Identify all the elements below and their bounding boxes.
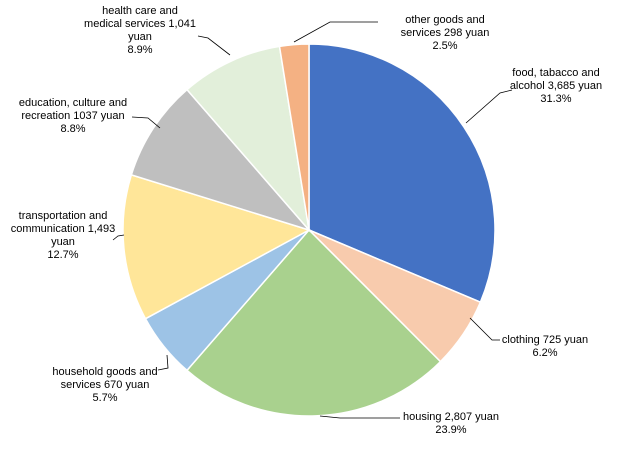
pie-slice-transportation bbox=[122, 173, 311, 320]
slice-label-clothing: clothing 725 yuan 6.2% bbox=[502, 334, 588, 359]
slice-label-housing: housing 2,807 yuan 23.9% bbox=[403, 411, 499, 436]
slice-label-transportation: transportation and communication 1,493 yua… bbox=[11, 210, 116, 261]
pie-slice-health bbox=[185, 45, 311, 233]
slice-label-other: other goods and services 298 yuan 2.5% bbox=[401, 14, 490, 52]
leader-line-clothing bbox=[469, 317, 500, 341]
slice-label-line: health care and bbox=[102, 5, 178, 17]
slice-label-line: services 670 yuan bbox=[61, 379, 150, 391]
leader-line-other bbox=[293, 21, 378, 43]
pie-slice-education bbox=[130, 88, 312, 232]
slice-label-line: 12.7% bbox=[47, 249, 78, 261]
pie-slice-food bbox=[308, 43, 496, 304]
slice-label-line: yuan bbox=[51, 236, 75, 248]
slice-label-line: housing 2,807 yuan bbox=[403, 411, 499, 423]
pie-slices bbox=[122, 43, 496, 417]
slice-label-education: education, culture and recreation 1037 yu… bbox=[19, 97, 127, 135]
leader-line-food bbox=[465, 89, 513, 124]
slice-label-household: household goods and services 670 yuan 5.7% bbox=[52, 366, 157, 404]
leader-line-housing bbox=[319, 415, 400, 419]
slice-label-line: alcohol 3,685 yuan bbox=[510, 80, 602, 92]
leader-lines bbox=[112, 21, 513, 419]
slice-label-line: transportation and bbox=[19, 210, 108, 222]
leader-line-transportation bbox=[112, 234, 125, 241]
slice-label-line: clothing 725 yuan bbox=[502, 334, 588, 346]
leader-line-education bbox=[131, 116, 161, 129]
slice-label-line: other goods and bbox=[405, 14, 485, 26]
slice-labels: food, tabacco and alcohol 3,685 yuan 31.3%… bbox=[11, 5, 602, 436]
slice-label-food: food, tabacco and alcohol 3,685 yuan 31.3% bbox=[510, 67, 602, 105]
slice-label-line: 5.7% bbox=[92, 392, 117, 404]
slice-label-line: food, tabacco and bbox=[512, 67, 599, 79]
slice-label-line: 8.9% bbox=[127, 44, 152, 56]
slice-label-line: 8.8% bbox=[60, 123, 85, 135]
pie-slice-other bbox=[278, 43, 310, 231]
slice-label-line: services 298 yuan bbox=[401, 27, 490, 39]
slice-label-line: household goods and bbox=[52, 366, 157, 378]
slice-label-line: education, culture and bbox=[19, 97, 127, 109]
slice-label-line: 23.9% bbox=[435, 424, 466, 436]
slice-label-line: 6.2% bbox=[532, 347, 557, 359]
slice-label-line: 31.3% bbox=[540, 93, 571, 105]
slice-label-line: recreation 1037 yuan bbox=[21, 110, 124, 122]
leader-line-household bbox=[157, 354, 169, 371]
slice-label-line: medical services 1,041 bbox=[84, 18, 196, 30]
slice-label-line: communication 1,493 bbox=[11, 223, 116, 235]
slice-label-line: yuan bbox=[128, 31, 152, 43]
slice-label-health: health care and medical services 1,041 yua… bbox=[84, 5, 196, 56]
slice-label-line: 2.5% bbox=[432, 40, 457, 52]
leader-line-health bbox=[197, 35, 231, 56]
pie-slice-housing bbox=[185, 228, 442, 417]
